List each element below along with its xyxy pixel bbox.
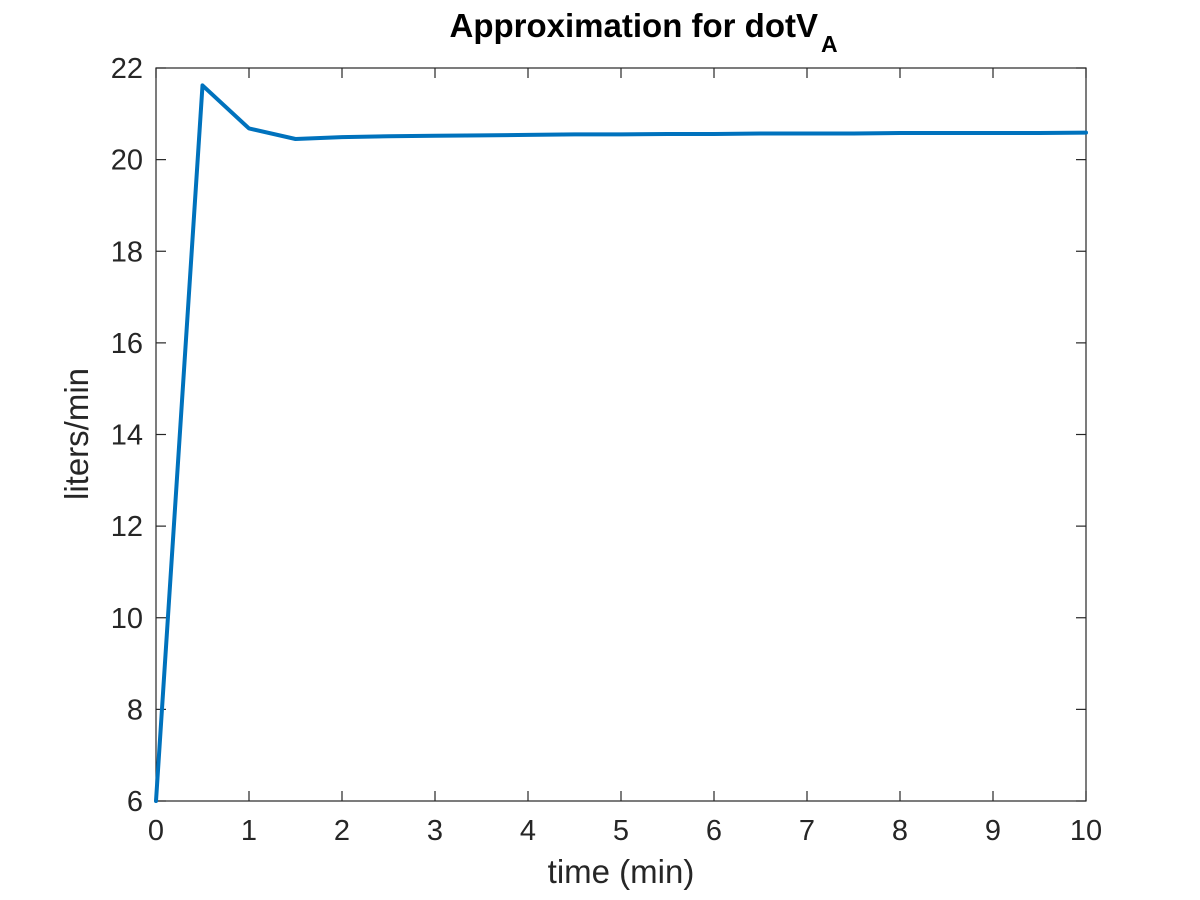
x-axis-label: time (min) <box>548 853 695 890</box>
axis-ticks <box>155 67 1087 802</box>
y-tick-label: 8 <box>127 694 143 726</box>
series-layer <box>154 83 1088 803</box>
chart-title: Approximation for dotV <box>450 7 818 44</box>
y-tick-labels: 6 8 10 12 14 16 18 20 22 <box>111 53 143 818</box>
y-tick-label: 18 <box>111 236 143 268</box>
x-tick-label: 2 <box>334 815 350 847</box>
x-tick-label: 10 <box>1070 815 1102 847</box>
y-tick-label: 16 <box>111 328 143 360</box>
x-tick-label: 1 <box>241 815 257 847</box>
y-tick-label: 22 <box>111 53 143 85</box>
x-tick-label: 4 <box>520 815 536 847</box>
x-tick-label: 7 <box>799 815 815 847</box>
chart-title-subscript: A <box>821 31 838 57</box>
y-tick-label: 14 <box>111 420 143 452</box>
x-tick-label: 8 <box>892 815 908 847</box>
y-tick-label: 6 <box>127 786 143 818</box>
axes-frame <box>155 67 1087 802</box>
series-line <box>154 83 1088 803</box>
y-tick-label: 10 <box>111 603 143 635</box>
x-tick-label: 6 <box>706 815 722 847</box>
x-tick-labels: 0 1 2 3 4 5 6 7 8 9 10 <box>148 815 1102 847</box>
x-tick-label: 9 <box>985 815 1001 847</box>
y-tick-label: 12 <box>111 511 143 543</box>
y-axis-label: liters/min <box>58 368 95 500</box>
chart-title-main: Approximation for dotV <box>450 7 818 44</box>
y-tick-label: 20 <box>111 145 143 177</box>
x-tick-label: 5 <box>613 815 629 847</box>
x-tick-label: 0 <box>148 815 164 847</box>
x-tick-label: 3 <box>427 815 443 847</box>
